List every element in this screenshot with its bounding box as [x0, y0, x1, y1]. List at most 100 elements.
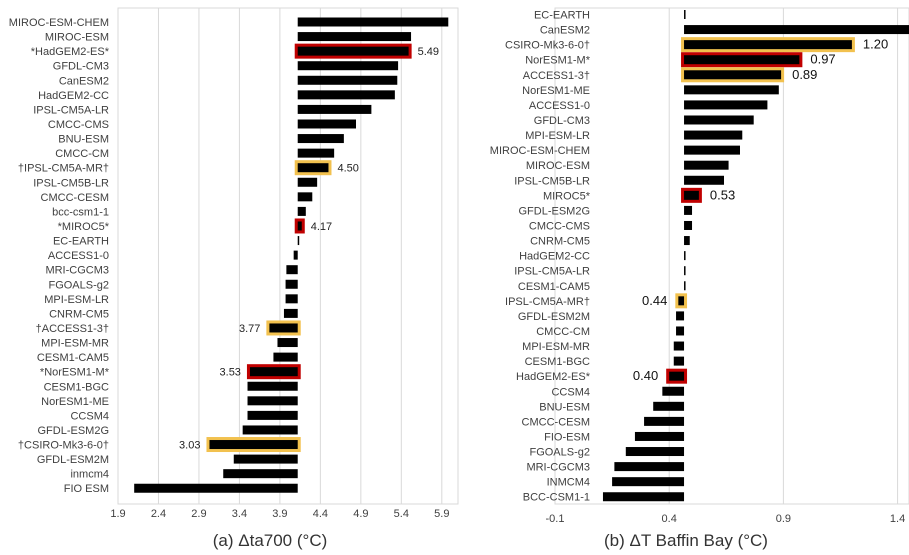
category-label: GFDL-CM3 — [534, 115, 590, 127]
x-tick-label: 2.9 — [191, 508, 206, 520]
bar — [297, 104, 372, 114]
bar — [684, 160, 729, 170]
category-label: CMCC-CESM — [41, 192, 109, 204]
x-tick-label: 1.4 — [890, 513, 905, 525]
bar — [684, 190, 699, 200]
category-label: MIROC5* — [543, 190, 591, 202]
category-label: CCSM4 — [551, 386, 590, 398]
bar — [297, 46, 409, 56]
category-label: MPI-ESM-LR — [525, 130, 590, 142]
bar — [653, 401, 685, 411]
bar — [273, 352, 298, 362]
category-label: inmcm4 — [70, 469, 109, 481]
category-label: IPSL-CM5B-LR — [33, 177, 109, 189]
category-label: BCC-CSM1-1 — [523, 492, 590, 504]
bar — [684, 130, 743, 140]
bar — [684, 100, 768, 110]
category-label: MPI-ESM-MR — [41, 338, 109, 350]
category-label: HadGEM2-CC — [38, 90, 109, 102]
bar — [209, 440, 298, 450]
bar — [602, 492, 685, 502]
bar — [634, 431, 685, 441]
category-label: BNU-ESM — [58, 134, 109, 146]
category-label: CESM1-BGC — [525, 356, 590, 368]
bar — [293, 250, 298, 260]
category-label: CanESM2 — [540, 25, 590, 37]
bar — [684, 175, 725, 185]
bar — [297, 119, 356, 129]
category-label: CESM1-BGC — [44, 381, 109, 393]
bar — [285, 279, 298, 289]
x-tick-label: -0.1 — [546, 513, 565, 525]
bar — [612, 477, 685, 487]
bar — [684, 220, 693, 230]
bar — [223, 469, 298, 479]
category-label: MPI-ESM-MR — [522, 341, 590, 353]
x-tick-label: 4.9 — [353, 508, 368, 520]
category-label: BNU-ESM — [539, 401, 590, 413]
category-label: EC-EARTH — [534, 10, 590, 22]
category-label: FIO ESM — [64, 483, 109, 495]
bar — [297, 61, 399, 71]
bar — [673, 356, 685, 366]
plot-frame — [554, 7, 909, 505]
bar — [249, 367, 298, 377]
category-label: IPSL-CM5A-LR — [33, 104, 109, 116]
category-label: ACCESS1-0 — [529, 100, 590, 112]
category-label: IPSL-CM5A-LR — [514, 266, 590, 278]
bar — [247, 381, 298, 391]
category-label: †ACCESS1-3† — [36, 323, 109, 335]
data-label: 5.49 — [418, 46, 439, 58]
category-label: MIROC-ESM — [526, 160, 590, 172]
data-label: 3.77 — [239, 323, 260, 335]
x-tick-label: 4.4 — [313, 508, 328, 520]
category-label: CSIRO-Mk3-6-0† — [505, 40, 590, 52]
bar — [277, 338, 298, 348]
bar — [297, 148, 335, 158]
bar — [669, 371, 685, 381]
x-tick-label: 2.4 — [151, 508, 166, 520]
category-label: *NorESM1-M* — [40, 367, 110, 379]
bar — [242, 425, 298, 435]
category-label: FGOALS-g2 — [48, 279, 109, 291]
bar — [625, 447, 685, 457]
data-label: 0.44 — [642, 293, 667, 308]
bar — [684, 266, 686, 276]
data-label: 4.50 — [337, 163, 358, 175]
bar — [297, 177, 318, 187]
category-label: FGOALS-g2 — [529, 447, 590, 459]
bar — [285, 294, 298, 304]
category-label: NorESM1-ME — [522, 85, 590, 97]
bar — [297, 17, 449, 27]
category-label: CNRM-CM5 — [530, 236, 590, 248]
x-tick-label: 3.4 — [232, 508, 247, 520]
category-label: CMCC-CMS — [529, 220, 590, 232]
data-label: 0.40 — [633, 368, 658, 383]
category-label: CNRM-CM5 — [49, 308, 109, 320]
bar — [297, 134, 344, 144]
category-label: NorESM1-ME — [41, 396, 109, 408]
category-label: CanESM2 — [59, 75, 109, 87]
category-label: FIO-ESM — [544, 431, 590, 443]
x-tick-label: 0.4 — [662, 513, 677, 525]
bar — [297, 206, 306, 216]
bar — [297, 163, 329, 173]
bar — [134, 483, 298, 493]
category-label: MRI-CGCM3 — [45, 265, 109, 277]
category-label: HadGEM2-CC — [519, 251, 590, 263]
category-label: CESM1-CAM5 — [37, 352, 109, 364]
bar — [676, 311, 685, 321]
bar — [644, 416, 685, 426]
chart-a: 1.9 2.4 2.9 3.4 3.9 4.4 4.9 5.4 5.9 MIROC-ESM-CHE… — [9, 7, 459, 550]
bar — [678, 296, 685, 306]
bar — [684, 205, 693, 215]
category-label: GFDL-CM3 — [53, 61, 109, 73]
x-tick-label: 3.9 — [272, 508, 287, 520]
category-label: EC-EARTH — [53, 236, 109, 248]
category-label: *HadGEM2-ES* — [31, 46, 110, 58]
bar — [684, 85, 779, 95]
category-label: †CSIRO-Mk3-6-0† — [18, 440, 109, 452]
category-label: CCSM4 — [70, 410, 109, 422]
data-label: 3.53 — [220, 367, 241, 379]
bar — [676, 326, 685, 336]
